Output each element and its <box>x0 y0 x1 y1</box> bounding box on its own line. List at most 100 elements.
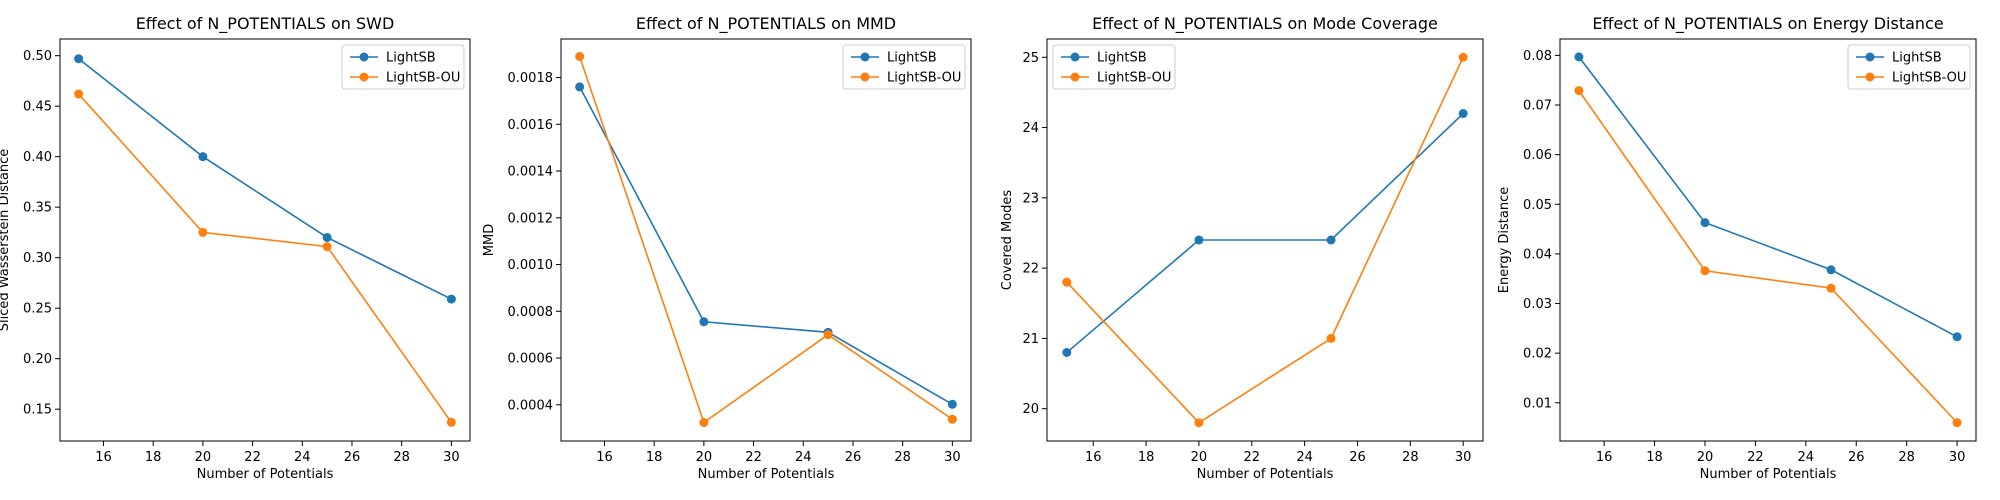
plot-title: Effect of N_POTENTIALS on SWD <box>136 14 395 34</box>
x-axis-label: Number of Potentials <box>197 467 334 482</box>
y-tick-label: 0.35 <box>23 201 52 216</box>
x-tick-label: 28 <box>1898 450 1915 465</box>
y-tick-label: 0.0010 <box>508 258 554 273</box>
legend-marker <box>1070 52 1080 62</box>
data-point-lightsb-ou <box>1194 418 1204 428</box>
x-tick-label: 30 <box>443 450 460 465</box>
data-point-lightsb-ou <box>947 414 957 424</box>
y-tick-label: 0.15 <box>23 403 52 418</box>
series-line-lightsb-ou <box>1066 56 1464 424</box>
data-point-lightsb <box>1574 52 1584 62</box>
y-tick-label: 0.0014 <box>508 165 554 180</box>
data-point-lightsb <box>446 294 456 304</box>
data-point-lightsb <box>1326 235 1336 245</box>
data-point-lightsb <box>1826 265 1836 275</box>
x-tick-label: 28 <box>393 450 410 465</box>
y-tick-label: 20 <box>1022 402 1039 417</box>
y-tick-label: 0.01 <box>1523 396 1552 411</box>
legend-marker <box>1070 72 1080 82</box>
x-tick-label: 16 <box>1085 450 1102 465</box>
data-point-lightsb <box>1458 109 1468 118</box>
data-point-lightsb <box>1952 332 1962 342</box>
data-point-lightsb <box>1194 235 1204 245</box>
data-point-lightsb-ou <box>198 227 208 237</box>
y-tick-label: 24 <box>1022 121 1039 136</box>
y-axis-label: Covered Modes <box>1000 190 1015 291</box>
legend-label: LightSB-OU <box>1097 71 1171 86</box>
y-tick-label: 0.04 <box>1523 247 1552 262</box>
data-point-lightsb <box>198 152 208 162</box>
y-tick-label: 0.0012 <box>508 211 554 226</box>
plot-frame <box>59 38 471 442</box>
x-tick-label: 26 <box>1848 450 1865 465</box>
x-tick-label: 16 <box>1596 450 1613 465</box>
x-tick-label: 22 <box>745 450 762 465</box>
x-tick-label: 16 <box>596 450 613 465</box>
data-point-lightsb-ou <box>1952 418 1962 428</box>
y-tick-label: 0.40 <box>23 150 52 165</box>
data-point-lightsb-ou <box>74 89 84 99</box>
x-tick-label: 30 <box>944 450 961 465</box>
y-tick-label: 0.0004 <box>508 398 554 413</box>
data-point-lightsb-ou <box>446 417 456 427</box>
legend: LightSB LightSB-OU <box>1052 44 1176 90</box>
x-tick-label: 26 <box>845 450 862 465</box>
legend-marker <box>1865 52 1875 62</box>
subplot-3: 16 18 20 22 24 26 28 30 20 21 22 23 24 25 Effect of N_… <box>1000 14 1484 482</box>
data-point-lightsb <box>575 82 585 92</box>
series-line-lightsb <box>1578 56 1958 338</box>
x-tick-label: 28 <box>894 450 911 465</box>
y-tick-label: 0.25 <box>23 302 52 317</box>
legend-label: LightSB <box>1097 51 1147 66</box>
plot-frame <box>1046 38 1484 442</box>
legend: LightSB LightSB-OU <box>341 44 465 90</box>
plot-frame <box>1559 38 1977 442</box>
y-tick-label: 0.0018 <box>508 71 554 86</box>
y-tick-label: 23 <box>1022 191 1039 206</box>
data-point-lightsb-ou <box>823 330 833 340</box>
y-tick-label: 0.05 <box>1523 198 1552 213</box>
y-tick-label: 0.45 <box>23 100 52 115</box>
x-tick-label: 18 <box>646 450 663 465</box>
x-tick-label: 20 <box>1697 450 1714 465</box>
x-tick-label: 20 <box>696 450 713 465</box>
legend-label: LightSB <box>1892 51 1942 66</box>
x-tick-label: 20 <box>195 450 212 465</box>
x-axis-label: Number of Potentials <box>1197 467 1334 482</box>
legend-label: LightSB <box>887 51 937 66</box>
data-point-lightsb-ou <box>699 418 709 428</box>
plot-title: Effect of N_POTENTIALS on Energy Distanc… <box>1592 14 1943 34</box>
data-point-lightsb-ou <box>1700 266 1710 276</box>
y-tick-label: 22 <box>1022 262 1039 277</box>
y-tick-label: 0.08 <box>1523 49 1552 64</box>
y-tick-label: 0.0016 <box>508 118 554 133</box>
y-tick-label: 0.0006 <box>508 352 554 367</box>
legend-label: LightSB-OU <box>1892 71 1966 86</box>
x-tick-label: 22 <box>1747 450 1764 465</box>
legend: LightSB LightSB-OU <box>842 44 966 90</box>
legend: LightSB LightSB-OU <box>1847 44 1971 90</box>
legend-marker <box>1865 72 1875 82</box>
data-point-lightsb-ou <box>1326 333 1336 343</box>
series-line-lightsb-ou <box>78 93 453 423</box>
subplot-2: 16 18 20 22 24 26 28 30 0.0004 0.0006 0.0008 0.0010… <box>482 14 972 482</box>
x-axis-label: Number of Potentials <box>1700 467 1837 482</box>
series-line-lightsb <box>1066 112 1464 354</box>
legend-marker <box>359 52 369 62</box>
y-tick-label: 0.06 <box>1523 148 1552 163</box>
x-tick-label: 24 <box>1798 450 1815 465</box>
data-point-lightsb <box>1062 347 1072 357</box>
y-tick-label: 0.02 <box>1523 347 1552 362</box>
y-tick-label: 0.20 <box>23 352 52 367</box>
data-point-lightsb-ou <box>575 52 585 62</box>
legend-label: LightSB-OU <box>887 71 961 86</box>
x-tick-label: 18 <box>1138 450 1155 465</box>
legend-box <box>1052 44 1176 90</box>
subplot-1: 16 18 20 22 24 26 28 30 0.15 0.20 0.25 0.30 0.35 0.40… <box>0 14 471 482</box>
y-tick-label: 21 <box>1022 332 1039 347</box>
series-line-lightsb-ou <box>578 56 953 424</box>
series-line-lightsb <box>78 58 452 300</box>
legend-marker <box>860 52 870 62</box>
